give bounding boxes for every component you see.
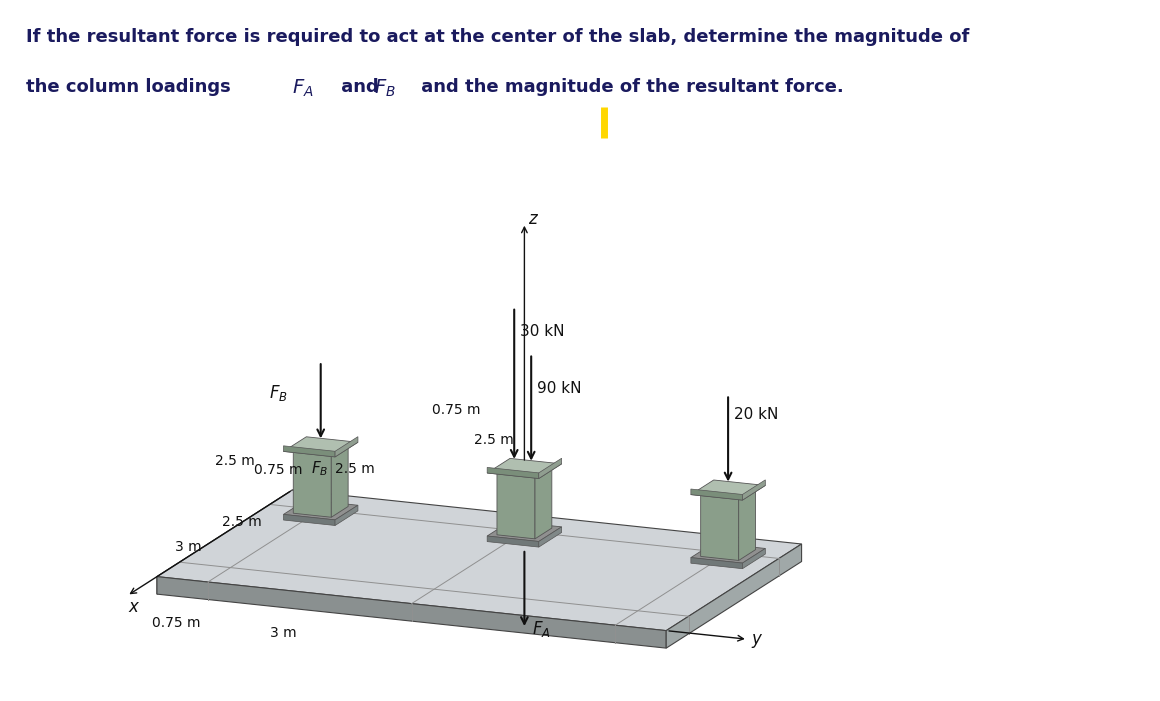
Polygon shape [742, 480, 766, 500]
Text: and: and [335, 78, 385, 96]
Text: $\mathit{F}_B$: $\mathit{F}_B$ [375, 78, 396, 100]
Polygon shape [538, 527, 561, 547]
Polygon shape [742, 548, 766, 569]
Text: 0.75 m: 0.75 m [254, 463, 303, 477]
Polygon shape [487, 468, 538, 479]
Polygon shape [691, 489, 742, 500]
Polygon shape [157, 490, 292, 594]
Text: 2.5 m: 2.5 m [335, 461, 375, 475]
Polygon shape [293, 450, 332, 517]
Text: and the magnitude of the resultant force.: and the magnitude of the resultant force… [415, 78, 843, 96]
Polygon shape [283, 446, 335, 457]
Text: x: x [129, 598, 139, 616]
Polygon shape [487, 458, 561, 479]
Text: 20 kN: 20 kN [734, 407, 778, 422]
Polygon shape [332, 444, 348, 517]
Text: 3 m: 3 m [270, 626, 297, 640]
Text: 2.5 m: 2.5 m [473, 433, 514, 447]
Polygon shape [535, 465, 552, 539]
Polygon shape [538, 458, 561, 479]
Text: z: z [528, 210, 537, 228]
Polygon shape [283, 515, 335, 526]
Text: $\mathit{F}_A$: $\mathit{F}_A$ [292, 78, 314, 100]
Text: 90 kN: 90 kN [537, 381, 581, 396]
Text: 0.75 m: 0.75 m [433, 403, 480, 417]
Text: 30 kN: 30 kN [520, 325, 565, 339]
Text: If the resultant force is required to act at the center of the slab, determine t: If the resultant force is required to ac… [27, 28, 970, 46]
Polygon shape [739, 486, 755, 560]
Polygon shape [691, 480, 766, 500]
Text: $\mathit{F}_B$: $\mathit{F}_B$ [311, 459, 328, 478]
Polygon shape [487, 522, 561, 541]
Polygon shape [496, 472, 535, 539]
Text: the column loadings: the column loadings [27, 78, 231, 96]
Polygon shape [701, 482, 755, 498]
Polygon shape [293, 440, 348, 454]
Text: 2.5 m: 2.5 m [222, 515, 262, 529]
Polygon shape [283, 500, 358, 520]
Polygon shape [283, 437, 358, 457]
Polygon shape [335, 505, 358, 526]
Polygon shape [496, 461, 552, 476]
Polygon shape [691, 543, 766, 563]
Text: 2.5 m: 2.5 m [216, 454, 255, 468]
Text: 0.75 m: 0.75 m [152, 615, 201, 629]
Polygon shape [666, 544, 802, 648]
Polygon shape [335, 437, 358, 457]
Polygon shape [157, 577, 666, 648]
Text: 3 m: 3 m [175, 540, 201, 554]
Polygon shape [487, 536, 538, 547]
Text: y: y [752, 630, 761, 648]
Text: $\mathit{F}_A$: $\mathit{F}_A$ [532, 619, 551, 639]
Polygon shape [691, 557, 742, 569]
Polygon shape [157, 490, 802, 631]
Text: $\mathit{F}_B$: $\mathit{F}_B$ [269, 383, 288, 403]
Polygon shape [701, 494, 739, 560]
